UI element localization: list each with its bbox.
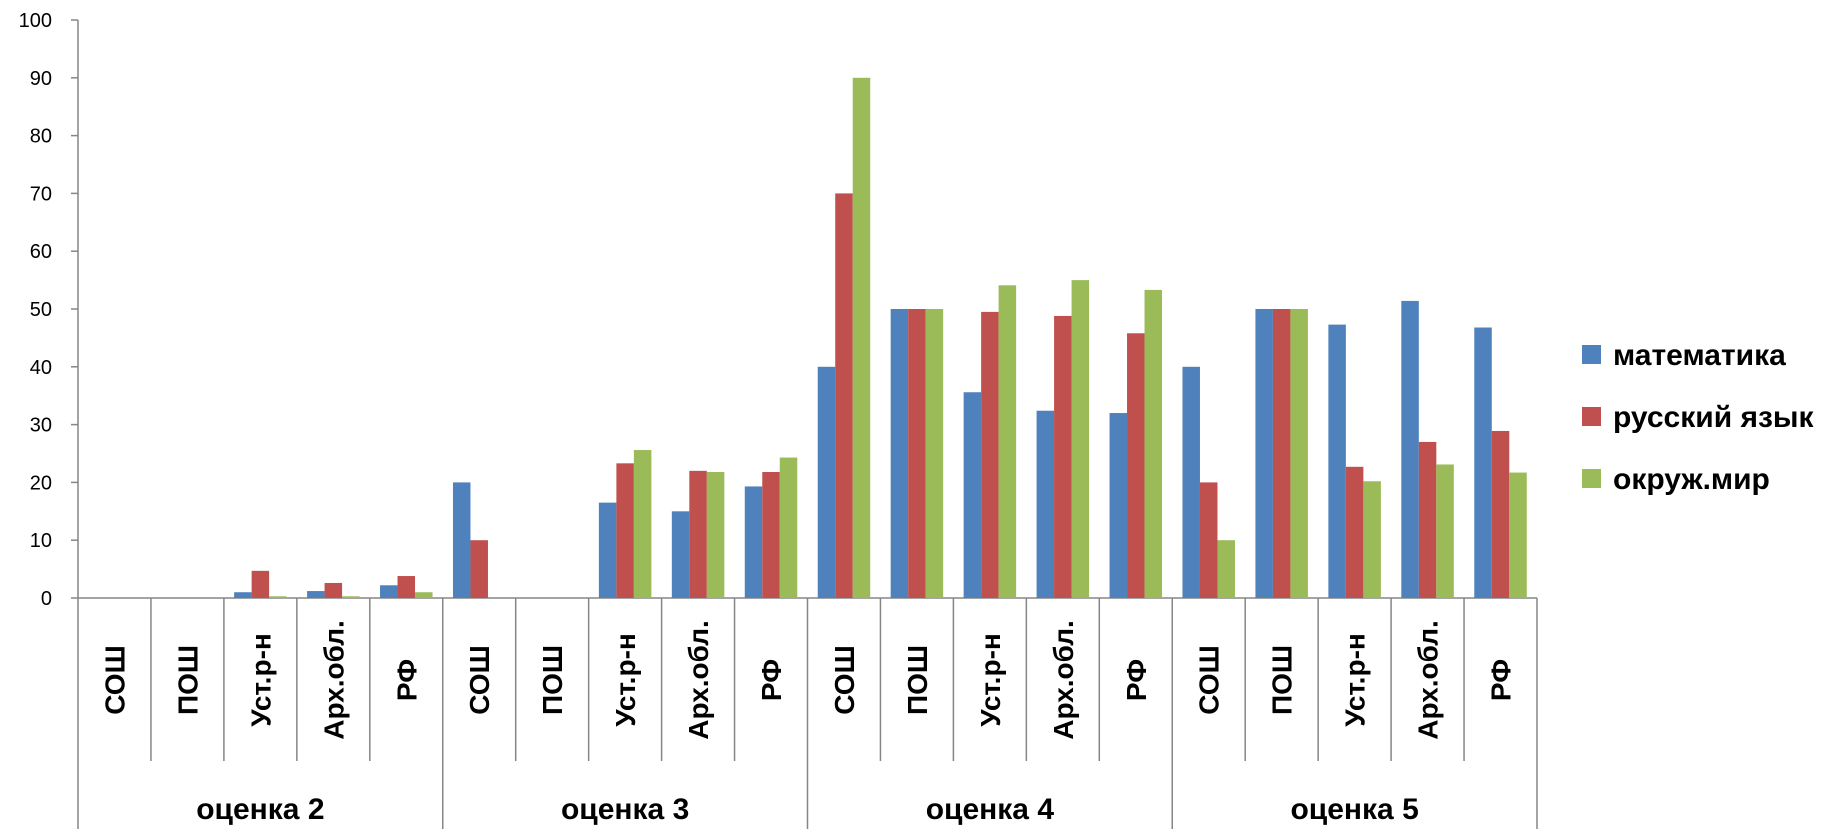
bar	[1182, 366, 1200, 598]
bar	[1491, 430, 1510, 598]
bar	[324, 582, 343, 598]
category-label: Арх.обл.	[1413, 620, 1444, 740]
bar	[1418, 441, 1437, 598]
y-tick-label: 40	[30, 357, 52, 379]
group-label: оценка 2	[196, 793, 324, 826]
y-axis: 0 10 20 30 40 50 60 70 80 90 100	[19, 10, 79, 610]
bar	[998, 285, 1017, 598]
bar	[1109, 413, 1128, 598]
category-label: ПОШ	[1267, 645, 1298, 715]
bar	[1144, 289, 1163, 598]
category-label: РФ	[1486, 659, 1517, 701]
y-tick-label: 100	[19, 10, 52, 32]
bar	[890, 309, 909, 598]
bar	[1345, 466, 1364, 598]
legend-swatch	[1582, 345, 1601, 364]
bar	[1071, 280, 1090, 598]
bar	[1217, 540, 1235, 598]
bar	[1127, 333, 1145, 598]
bar	[1474, 327, 1492, 598]
bar	[452, 482, 471, 598]
category-label: Арх.обл.	[683, 620, 714, 740]
bar	[779, 457, 798, 598]
bars	[234, 77, 1527, 599]
category-label: Уст.р-н	[245, 633, 276, 727]
legend-swatch	[1582, 407, 1601, 426]
group-label: оценка 4	[926, 793, 1055, 826]
y-tick-label: 20	[30, 472, 52, 494]
bar	[1401, 300, 1419, 598]
category-label: СОШ	[99, 645, 130, 714]
category-label: СОШ	[1194, 645, 1225, 714]
category-labels: СОШ ПОШ Уст.р-н Арх.обл. РФ СОШ ПОШ Уст.р-н Арх.…	[99, 620, 1516, 740]
bar	[1363, 481, 1381, 598]
category-label: ПОШ	[537, 645, 568, 715]
bar	[307, 591, 325, 598]
bar	[762, 471, 780, 598]
legend: математика русский язык окруж.мир	[1582, 339, 1815, 496]
category-label: СОШ	[829, 645, 860, 714]
bar	[817, 366, 836, 598]
bar	[1272, 309, 1291, 598]
bar	[1436, 464, 1454, 598]
group-label: оценка 5	[1290, 793, 1418, 826]
bar	[852, 77, 871, 599]
category-label: Арх.обл.	[1048, 620, 1079, 740]
bar	[908, 309, 926, 598]
legend-label: окруж.мир	[1613, 463, 1770, 496]
category-label: Уст.р-н	[610, 633, 641, 727]
y-tick-label: 30	[30, 415, 52, 437]
legend-label: математика	[1613, 339, 1786, 372]
y-tick-label: 50	[30, 299, 52, 321]
bar	[1054, 315, 1072, 598]
bar	[397, 576, 416, 598]
bar	[1199, 482, 1218, 598]
bar	[1509, 472, 1527, 598]
category-label: Уст.р-н	[975, 633, 1006, 727]
bar	[706, 471, 725, 598]
y-tick-label: 0	[41, 588, 52, 610]
bar	[1290, 309, 1308, 598]
y-tick-label: 60	[30, 241, 52, 263]
category-label: ПОШ	[902, 645, 933, 715]
category-label: Уст.р-н	[1340, 633, 1371, 727]
category-label: РФ	[391, 659, 422, 701]
bar	[744, 486, 763, 598]
bar	[835, 193, 853, 598]
bar	[1036, 410, 1055, 598]
y-tick-label: 90	[30, 68, 52, 90]
category-label: СОШ	[464, 645, 495, 714]
bar	[470, 540, 488, 598]
legend-label: русский язык	[1613, 401, 1815, 434]
bar	[1255, 309, 1273, 598]
group-label: оценка 3	[561, 793, 689, 826]
category-label: ПОШ	[172, 645, 203, 715]
legend-swatch	[1582, 469, 1601, 488]
bar	[616, 463, 634, 598]
bar	[342, 596, 360, 598]
bar	[598, 502, 617, 598]
bar	[633, 450, 652, 598]
bar	[269, 596, 287, 598]
bar	[925, 309, 944, 598]
bar	[380, 585, 398, 598]
y-tick-label: 10	[30, 530, 52, 552]
bar	[234, 592, 252, 598]
bar	[415, 592, 433, 598]
y-tick-label: 70	[30, 183, 52, 205]
group-labels: оценка 2 оценка 3 оценка 4 оценка 5	[196, 793, 1419, 826]
category-label: РФ	[1121, 659, 1152, 701]
bar	[981, 311, 999, 598]
bar	[1328, 324, 1346, 598]
bar	[689, 470, 707, 598]
bar	[251, 570, 270, 598]
y-tick-label: 80	[30, 126, 52, 148]
category-label: Арх.обл.	[318, 620, 349, 740]
bar	[963, 392, 982, 598]
category-label: РФ	[756, 659, 787, 701]
bar	[671, 511, 690, 598]
